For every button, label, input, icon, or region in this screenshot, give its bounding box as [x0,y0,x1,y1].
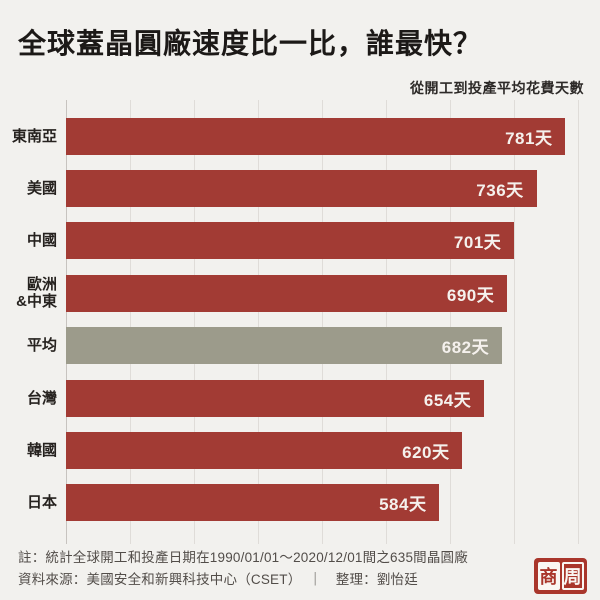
bar-track: 654天 [66,379,584,417]
source-line: 資料來源：美國安全和新興科技中心（CSET） ｜ 整理：劉怡廷 [18,571,418,587]
category-label: 台灣 [26,389,57,407]
brand-logo-char-1: 商 [537,562,560,590]
chart-row: 歐洲 &中東 690天 [0,267,600,319]
bar-track: 682天 [66,327,584,365]
bar: 654天 [66,379,485,417]
value-label: 584天 [379,495,427,515]
chart-row: 平均 682天 [0,320,600,372]
category-label: 韓國 [26,441,57,459]
bar: 690天 [66,274,508,312]
value-label: 682天 [441,338,490,358]
chart-row: 韓國 620天 [0,424,600,476]
page-title: 全球蓋晶圓廠速度比一比，誰最快？ [18,28,483,59]
value-label: 736天 [476,181,524,201]
category-label: 平均 [26,337,57,355]
bar: 736天 [66,170,537,208]
bar-track: 620天 [66,432,584,470]
gridline [129,100,131,544]
gridline [577,100,579,544]
category-label: 美國 [26,179,57,197]
bar: 701天 [66,222,515,260]
chart-subtitle: 從開工到投產平均花費天數 [410,80,584,96]
gridline [257,100,259,544]
brand-logo: 商 周 [534,558,587,594]
gridline [321,100,323,544]
chart-row: 台灣 654天 [0,372,600,424]
bar: 620天 [66,432,463,470]
category-label: 歐洲 &中東 [16,276,57,311]
category-label: 日本 [26,494,57,512]
footer-notes: 註：統計全球開工和投產日期在1990/01/01～2020/12/01間之635… [18,547,468,590]
gridline [193,100,195,544]
bar-track: 701天 [66,222,584,260]
bar-track: 736天 [66,170,584,208]
bar-track: 584天 [66,484,584,522]
value-label: 654天 [423,390,472,410]
gridlines [66,100,584,544]
value-label: 701天 [453,233,502,253]
chart-row: 東南亞 781天 [0,110,600,162]
chart-rows: 東南亞 781天美國 736天中國 701天歐洲 &中東 690天平均 682天台灣 654… [0,100,600,529]
chart-row: 中國 701天 [0,215,600,267]
bar-track: 690天 [66,274,584,312]
gridline [449,100,451,544]
brand-logo-char-2: 周 [561,562,584,590]
value-label: 690天 [446,285,495,305]
y-axis-line [66,100,67,544]
chart-row: 日本 584天 [0,477,600,529]
chart-row: 美國 736天 [0,162,600,214]
gridline [513,100,515,544]
bar-track: 781天 [66,117,584,155]
bar-chart: 東南亞 781天美國 736天中國 701天歐洲 &中東 690天平均 682天台灣 654… [0,100,600,544]
value-label: 781天 [505,128,553,148]
category-label: 中國 [26,232,57,250]
gridline [385,100,387,544]
value-label: 620天 [402,443,450,463]
category-label: 東南亞 [11,127,57,145]
note-line: 註：統計全球開工和投產日期在1990/01/01～2020/12/01間之635… [18,550,468,565]
bar-average-highlight: 682天 [66,327,503,365]
bar: 781天 [66,117,566,155]
bar: 584天 [66,484,440,522]
